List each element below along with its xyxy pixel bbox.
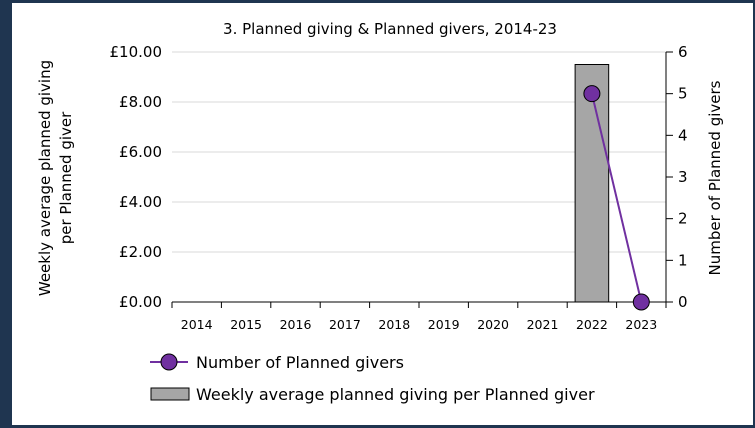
- right-tick-label: 6: [678, 43, 688, 61]
- right-tick-label: 5: [678, 85, 688, 103]
- left-axis-label-line2: per Planned giver: [57, 111, 75, 244]
- line-point-2023: [632, 293, 650, 311]
- right-axis-ticks: 0 1 2 3 4 5 6: [666, 43, 688, 311]
- legend-bar-swatch: [150, 387, 190, 401]
- left-tick-label: £0.00: [119, 293, 162, 311]
- right-axis-label: Number of Planned givers: [706, 80, 724, 275]
- right-tick-label: 4: [678, 126, 688, 144]
- legend-marker-swatch: [160, 353, 178, 371]
- left-tick-label: £8.00: [119, 93, 162, 111]
- left-tick-label: £10.00: [110, 43, 163, 61]
- x-tick-label-2019: 2019: [428, 317, 460, 332]
- line-series: [583, 85, 650, 311]
- right-tick-label: 3: [678, 168, 688, 186]
- chart-title: 3. Planned giving & Planned givers, 2014…: [223, 20, 557, 38]
- x-axis-ticks: 2014 2015 2016 2017 2018 2019 2020 2021 2022 2023: [171, 302, 667, 332]
- x-tick-label-2018: 2018: [378, 317, 410, 332]
- legend: Number of Planned givers Weekly average …: [150, 353, 595, 404]
- left-tick-label: £4.00: [119, 193, 162, 211]
- x-tick-label-2014: 2014: [181, 317, 213, 332]
- left-tick-label: £6.00: [119, 143, 162, 161]
- left-axis-label-line1: Weekly average planned giving: [36, 60, 54, 296]
- bar-2022: [574, 64, 610, 303]
- x-tick-label-2021: 2021: [527, 317, 559, 332]
- legend-label-line: Number of Planned givers: [196, 353, 404, 372]
- right-tick-label: 0: [678, 293, 688, 311]
- legend-label-bar: Weekly average planned giving per Planne…: [196, 385, 595, 404]
- x-tick-label-2020: 2020: [477, 317, 509, 332]
- right-tick-label: 1: [678, 251, 688, 269]
- x-tick-label-2017: 2017: [329, 317, 361, 332]
- x-tick-label-2022: 2022: [576, 317, 608, 332]
- x-tick-label-2016: 2016: [280, 317, 312, 332]
- x-tick-label-2015: 2015: [230, 317, 262, 332]
- left-axis-ticks: £0.00 £2.00 £4.00 £6.00 £8.00 £10.00: [110, 43, 163, 311]
- x-tick-label-2023: 2023: [625, 317, 657, 332]
- left-tick-label: £2.00: [119, 243, 162, 261]
- line-point-2022: [583, 85, 601, 103]
- right-tick-label: 2: [678, 210, 688, 228]
- bar-series: [574, 64, 610, 303]
- line-path: [590, 93, 643, 303]
